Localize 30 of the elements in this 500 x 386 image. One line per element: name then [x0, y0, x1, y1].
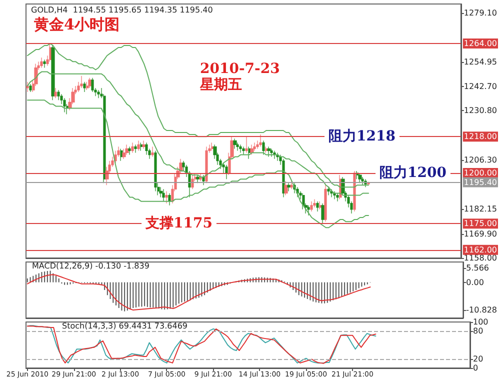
- annotation: 星期五: [199, 77, 242, 93]
- ref-line-label: 1162.00: [464, 245, 498, 254]
- y-tick-label: 1242.70: [464, 82, 498, 92]
- y-tick-label: 0: [473, 364, 478, 372]
- annotation: 2010-7-23: [200, 61, 280, 77]
- y-tick-label: 5.566: [466, 263, 490, 272]
- y-tick-label: 1230.80: [464, 106, 498, 116]
- y-tick-label: 1279.10: [464, 8, 498, 18]
- chart-title: Stoch(14,3,3) 69.4431 73.6469: [62, 322, 188, 330]
- y-tick-label: 20: [473, 354, 484, 364]
- y-tick-label: 1158.00: [464, 254, 498, 262]
- y-tick-label: 1206.30: [464, 156, 498, 165]
- y-tick-label: 80: [473, 326, 484, 336]
- y-tick-label: -10.828: [466, 306, 498, 315]
- y-tick-label: 1182.15: [464, 204, 498, 214]
- ref-line-label: 1264.00: [464, 38, 498, 48]
- ref-line-label: 1218.00: [464, 132, 498, 142]
- y-tick-label: 0.00: [466, 278, 484, 287]
- text: 黄金4小时图: [33, 16, 120, 34]
- ref-line-label: 1200.00: [464, 168, 498, 178]
- y-tick-label: 1254.95: [464, 57, 498, 66]
- y-tick-label: 100: [473, 318, 488, 326]
- y-tick-label: 1169.90: [464, 229, 498, 238]
- ref-line-label: 1195.40: [464, 178, 498, 187]
- ref-line-label: 1175.00: [464, 219, 498, 228]
- chart-title: MACD(12,26,9) -0.130 -1.839: [32, 262, 150, 270]
- annotation: 支撑1175: [144, 216, 212, 232]
- annotation: 阻力1200: [380, 164, 447, 181]
- annotation: 阻力1218: [328, 128, 396, 145]
- chart-subtitle: GOLD,H4 1194.55 1195.65 1194.35 1195.40: [31, 6, 213, 14]
